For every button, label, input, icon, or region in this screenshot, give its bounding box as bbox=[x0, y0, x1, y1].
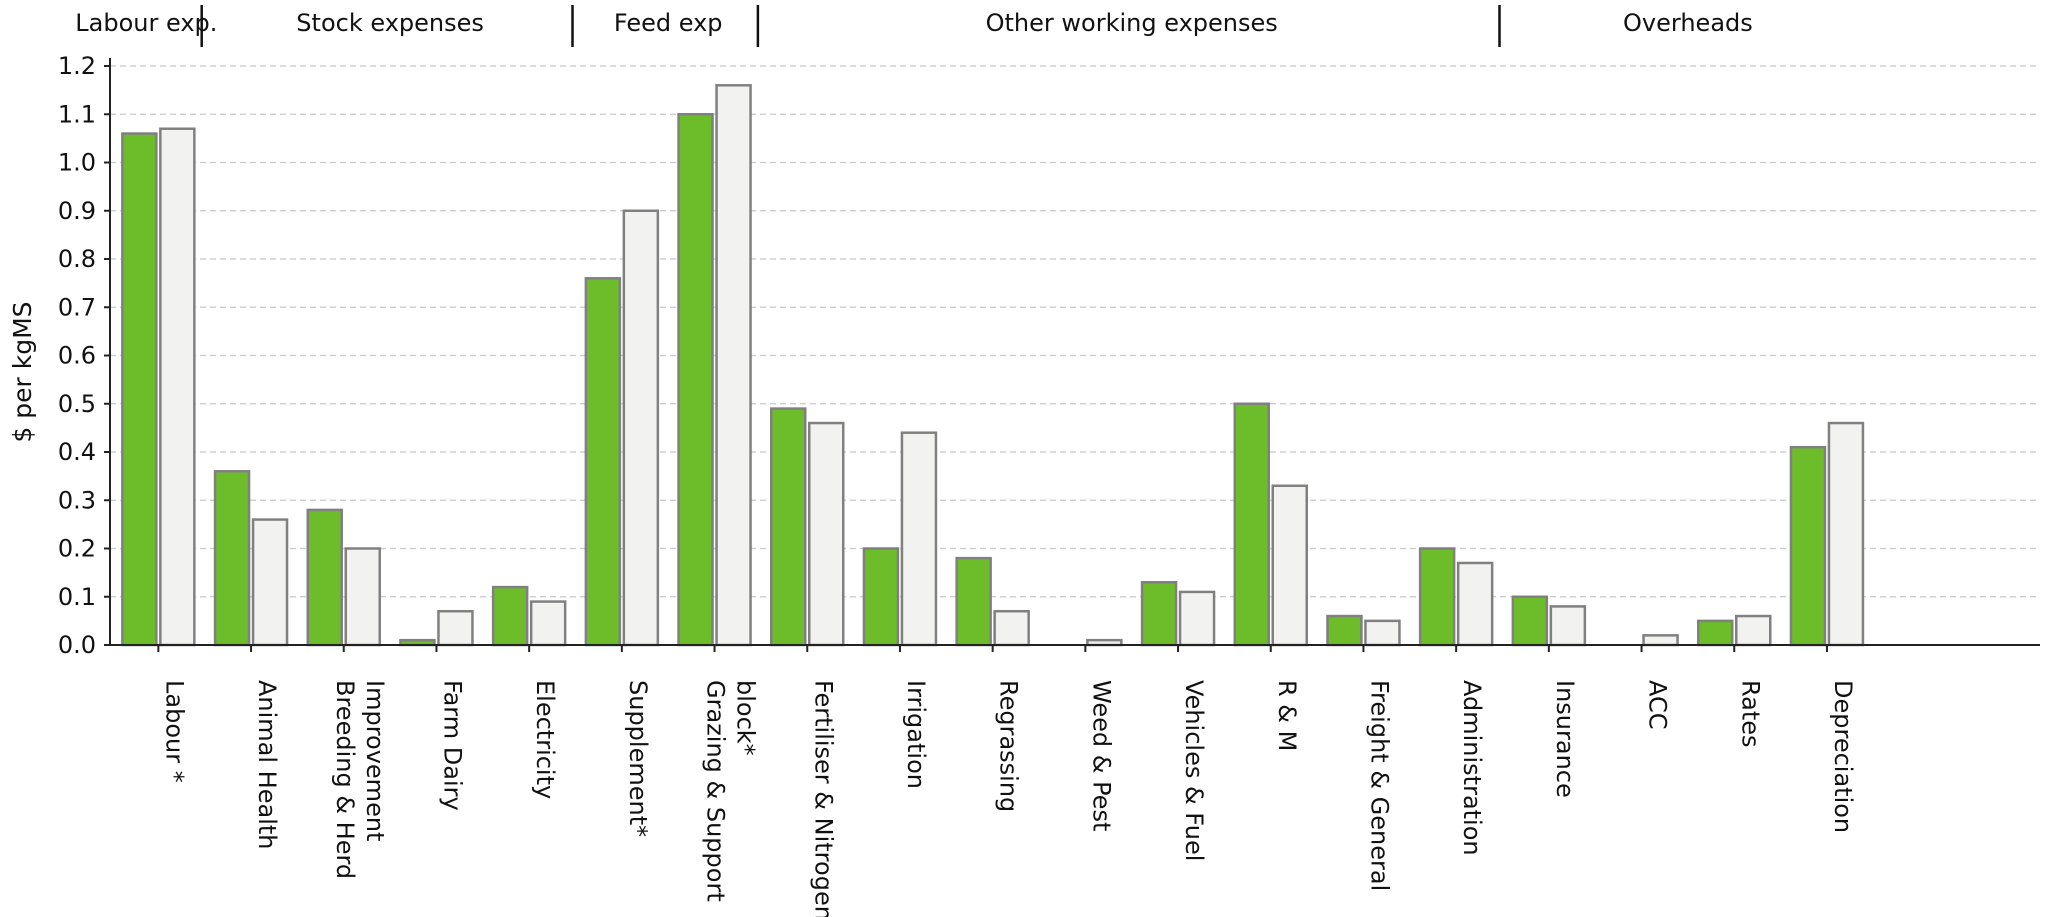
bar-series-1-4 bbox=[491, 585, 529, 647]
y-tick-label: 0.9 bbox=[58, 197, 96, 225]
bar-series-1-0 bbox=[121, 132, 158, 647]
x-tick-label: Depreciation bbox=[1829, 680, 1857, 833]
group-header: Labour exp. Stock expenses Feed exp Other w… bbox=[75, 5, 1753, 47]
bar-series-1-14 bbox=[1418, 547, 1456, 647]
bar-series-1-7 bbox=[770, 407, 807, 647]
x-tick-label: Grazing & Support bbox=[702, 680, 730, 902]
y-tick-label: 1.0 bbox=[58, 149, 96, 177]
x-tick-label: Administration bbox=[1458, 680, 1486, 856]
bar-series-2-12 bbox=[1271, 484, 1308, 647]
bar-series-2-7 bbox=[808, 421, 845, 647]
bar-series-2-9 bbox=[993, 609, 1030, 647]
bar-series-2-5 bbox=[622, 209, 660, 647]
x-tick-label: Weed & Pest bbox=[1087, 680, 1115, 831]
bar-series-2-8 bbox=[900, 431, 938, 647]
y-tick-labels: 0.0 0.1 0.2 0.3 0.4 0.5 0.6 0.7 0.8 0.9 1.0 1.1 1.2 bbox=[58, 52, 96, 659]
x-tick-label: block* bbox=[732, 680, 760, 756]
x-tick-label: Rates bbox=[1736, 680, 1764, 748]
x-tick-label: Vehicles & Fuel bbox=[1180, 680, 1208, 861]
bar-series-1-6 bbox=[677, 113, 714, 647]
bar-series-2-15 bbox=[1549, 605, 1587, 647]
bar-series-2-14 bbox=[1456, 561, 1494, 647]
bar-series-2-2 bbox=[344, 547, 381, 647]
bar-series-2-6 bbox=[715, 84, 752, 647]
y-axis-label: $ per kgMS bbox=[8, 301, 37, 442]
y-tick-label: 0.0 bbox=[58, 631, 96, 659]
x-tick-label: Freight & General bbox=[1365, 680, 1393, 891]
bar-series-2-1 bbox=[251, 518, 289, 647]
bar-series-1-1 bbox=[213, 470, 251, 647]
y-tick-label: 1.1 bbox=[58, 100, 96, 128]
y-tick-label: 0.3 bbox=[58, 486, 96, 514]
y-tick-label: 0.4 bbox=[58, 438, 96, 466]
bar-series-1-17 bbox=[1697, 619, 1734, 647]
bar-series-1-5 bbox=[584, 277, 622, 647]
x-tick-label: Regrassing bbox=[995, 680, 1023, 812]
bar-series-2-3 bbox=[437, 609, 474, 647]
y-tick-label: 0.5 bbox=[58, 390, 96, 418]
group-label: Labour exp. bbox=[75, 9, 217, 37]
bar-series-2-13 bbox=[1364, 619, 1401, 647]
gridlines bbox=[110, 65, 2040, 646]
bar-series-1-2 bbox=[306, 508, 343, 647]
x-tick-label: Fertiliser & Nitrogen bbox=[809, 680, 837, 917]
bar-series-1-11 bbox=[1140, 581, 1178, 647]
x-tick-label: Breeding & Herd bbox=[331, 680, 359, 879]
y-tick-label: 0.8 bbox=[58, 245, 96, 273]
bar-series-1-18 bbox=[1789, 445, 1827, 647]
bar-series-2-4 bbox=[529, 600, 567, 647]
group-label: Overheads bbox=[1623, 9, 1753, 37]
x-tick-label: Supplement* bbox=[624, 680, 652, 837]
y-tick-label: 0.6 bbox=[58, 342, 96, 370]
y-tick-label: 0.7 bbox=[58, 293, 96, 321]
bar-series-1-12 bbox=[1233, 402, 1270, 647]
axes bbox=[104, 58, 2040, 652]
bar-series-1-8 bbox=[862, 547, 900, 647]
x-tick-labels: Labour * Animal Health Breeding & Herd Impr… bbox=[160, 680, 1857, 917]
bar-series-2-18 bbox=[1827, 421, 1865, 647]
x-tick-label: ACC bbox=[1644, 680, 1672, 730]
bar-series-2-16 bbox=[1642, 634, 1679, 647]
x-tick-label: Farm Dairy bbox=[438, 680, 466, 811]
group-label: Feed exp bbox=[614, 9, 723, 37]
bar-series-2-0 bbox=[159, 127, 196, 647]
x-tick-label: Labour * bbox=[160, 680, 188, 783]
group-label: Stock expenses bbox=[296, 9, 484, 37]
x-tick-label: Improvement bbox=[361, 680, 389, 841]
bar-series-1-13 bbox=[1326, 614, 1363, 647]
bar-series-1-15 bbox=[1511, 595, 1549, 647]
x-tick-label: R & M bbox=[1273, 680, 1301, 751]
x-tick-label: Animal Health bbox=[253, 680, 281, 850]
bar-series-2-17 bbox=[1735, 614, 1772, 647]
bars bbox=[121, 84, 1865, 647]
y-tick-label: 0.2 bbox=[58, 535, 96, 563]
x-tick-label: Electricity bbox=[531, 680, 559, 799]
x-tick-label: Insurance bbox=[1551, 680, 1579, 798]
group-label: Other working expenses bbox=[986, 9, 1278, 37]
y-tick-label: 1.2 bbox=[58, 52, 96, 80]
x-tick-label: Irrigation bbox=[902, 680, 930, 789]
y-tick-label: 0.1 bbox=[58, 583, 96, 611]
bar-series-1-9 bbox=[955, 556, 992, 647]
bar-series-2-11 bbox=[1178, 590, 1216, 647]
